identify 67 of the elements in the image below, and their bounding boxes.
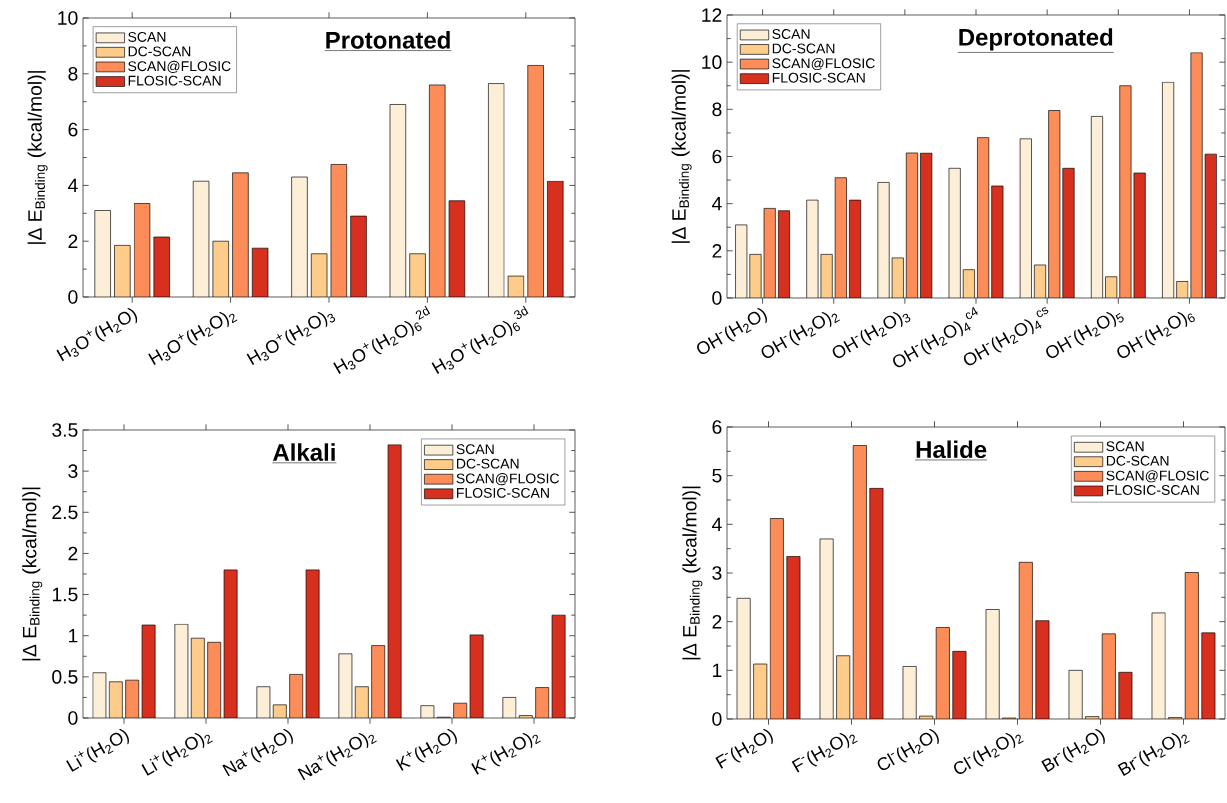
y-tick-label: 1 — [713, 663, 722, 677]
legend-label: DC-SCAN — [457, 458, 519, 469]
legend-label: SCAN@FLOSIC — [1106, 470, 1209, 483]
y-tick-label: 2 — [68, 234, 78, 248]
x-tick-label: K$^{+}$(H$_{2}$O)$_{2}$ — [471, 732, 541, 775]
y-tick-label: 5 — [712, 468, 722, 483]
y-tick-label: 0 — [68, 290, 78, 304]
y-tick-label: 2.5 — [52, 505, 78, 520]
y-tick-label: 3 — [68, 464, 78, 478]
legend-label: FLOSIC-SCAN — [128, 75, 221, 86]
y-tick-label: 2 — [68, 546, 78, 561]
y-tick-label: 0 — [68, 711, 78, 725]
y-tick-label: 6 — [712, 149, 722, 164]
x-tick-label: Cl$^{-}$(H$_{2}$O) — [877, 729, 939, 771]
x-tick-label: Na$^{+}$(H$_{2}$O) — [222, 729, 293, 777]
y-axis-title: |Δ E$_{Binding}$ (kcal/mol)| — [22, 487, 43, 661]
legend-label: SCAN@FLOSIC — [456, 473, 560, 486]
legend-label: SCAN — [128, 31, 166, 42]
legend-label: SCAN@FLOSIC — [128, 60, 231, 73]
y-tick-label: 2 — [712, 614, 722, 629]
legend-label: DC-SCAN — [1106, 455, 1169, 466]
x-tick-label: K$^{+}$(H$_{2}$O) — [395, 729, 457, 771]
y-tick-label: 4 — [67, 178, 78, 193]
y-tick-label: 0 — [712, 712, 722, 726]
legend-label: SCAN — [456, 444, 494, 455]
x-tick-label: Li$^{+}$(H$_{2}$O) — [66, 729, 129, 772]
x-tick-label: Li$^{+}$(H$_{2}$O)$_{2}$ — [141, 732, 213, 776]
legend-label: FLOSIC-SCAN — [772, 72, 865, 83]
x-tick-label: Br$^{-}$(H$_{2}$O)$_{2}$ — [1117, 732, 1190, 777]
y-axis-title: |Δ E$_{Binding}$ (kcal/mol)| — [671, 70, 692, 243]
y-tick-label: 10 — [58, 11, 78, 25]
legend-label: FLOSIC-SCAN — [457, 487, 549, 498]
legend-label: SCAN — [772, 29, 810, 39]
y-tick-label: 2 — [712, 244, 722, 258]
legend-label: FLOSIC-SCAN — [1106, 485, 1199, 495]
legend-label: DC-SCAN — [128, 46, 191, 57]
chart-title: Halide — [916, 440, 987, 459]
y-tick-label: 8 — [712, 102, 722, 117]
x-tick-label: H$_{3}$O$^{+}$(H$_{2}$O)$_{2}$ — [148, 311, 238, 365]
y-tick-label: 6 — [68, 122, 78, 137]
x-tick-label: F$^{-}$(H$_{2}$O) — [715, 729, 773, 769]
y-tick-label: 3.5 — [52, 423, 78, 437]
y-tick-label: 0 — [712, 291, 722, 305]
text: Deprotonated — [959, 28, 1113, 51]
y-tick-label: 4 — [711, 517, 722, 531]
y-tick-label: 12 — [702, 8, 722, 22]
y-tick-label: 0.5 — [52, 670, 78, 684]
x-tick-label: H$_{3}$O$^{+}$(H$_{2}$O) — [56, 308, 138, 362]
chart-title: Protonated — [326, 31, 450, 49]
legend-label: SCAN@FLOSIC — [772, 57, 875, 71]
legend-label: DC-SCAN — [772, 43, 835, 54]
x-tick-label: Cl$^{-}$(H$_{2}$O)$_{2}$ — [954, 732, 1024, 774]
y-tick-label: 6 — [712, 420, 722, 434]
y-tick-label: 8 — [68, 66, 78, 81]
y-axis-title: |Δ E$_{Binding}$ (kcal/mol)| — [27, 71, 48, 244]
x-tick-label: Br$^{-}$(H$_{2}$O) — [1041, 729, 1105, 773]
y-tick-label: 4 — [711, 197, 722, 211]
y-axis-title: |Δ E$_{Binding}$ (kcal/mol)| — [682, 486, 703, 660]
y-tick-label: 10 — [702, 55, 722, 69]
legend-label: SCAN — [1106, 441, 1144, 452]
y-tick-label: 1.5 — [52, 587, 78, 602]
y-tick-label: 1 — [69, 629, 78, 643]
chart-title: Alkali — [272, 443, 335, 461]
category-label: H$_{3}$O$^{+}$(H$_{2}$O)$_{6}$3d — [431, 305, 529, 374]
x-tick-label: F$^{-}$(H$_{2}$O)$_{2}$ — [791, 732, 858, 773]
x-tick-label: Na$^{+}$(H$_{2}$O)$_{2}$ — [297, 732, 377, 781]
y-tick-label: 3 — [712, 566, 722, 580]
